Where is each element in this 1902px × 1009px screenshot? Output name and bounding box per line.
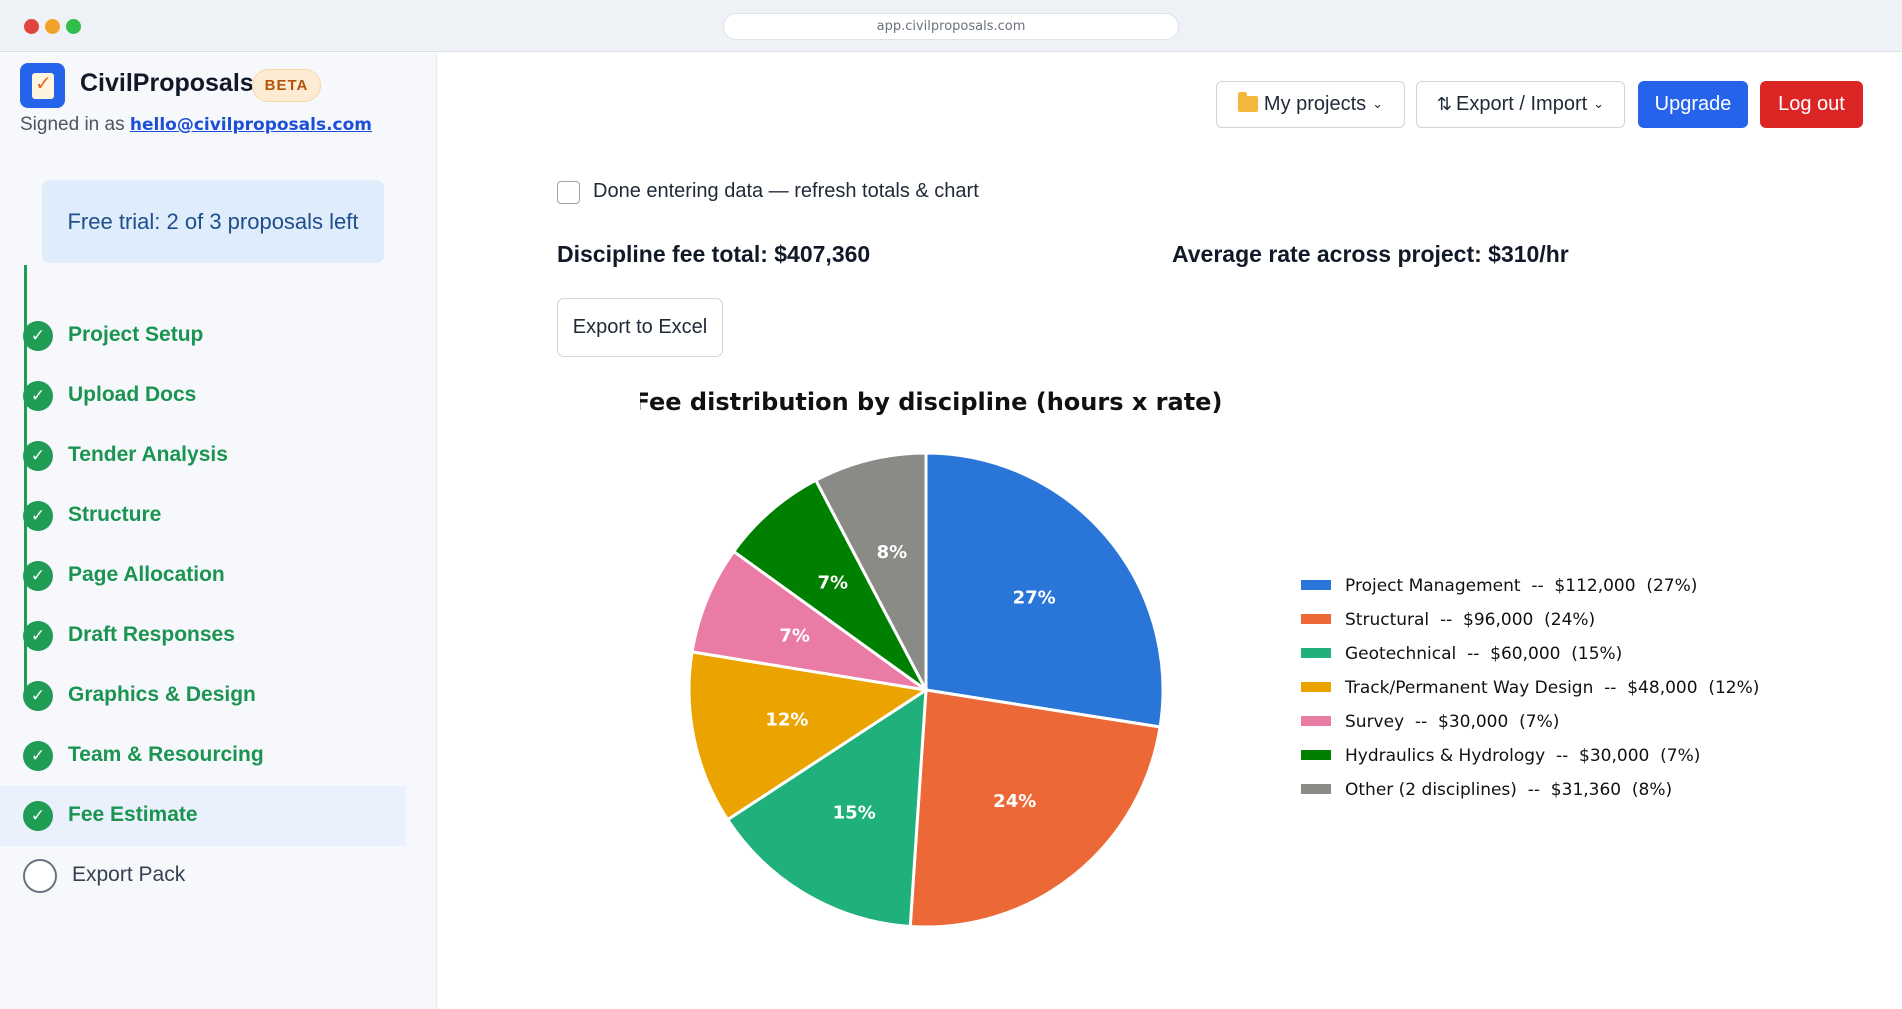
legend-entry: Survey -- $30,000 (7%) bbox=[1345, 712, 1559, 732]
sidebar: ✓ CivilProposals BETA Signed in as hello… bbox=[0, 53, 437, 1009]
account-email-link[interactable]: hello@civilproposals.com bbox=[129, 115, 373, 135]
legend-swatch bbox=[1301, 716, 1331, 726]
sidebar-step-upload-docs[interactable]: ✓ Upload Docs bbox=[0, 366, 406, 426]
close-window-button[interactable] bbox=[24, 19, 39, 34]
check-icon: ✓ bbox=[23, 381, 53, 411]
check-icon: ✓ bbox=[23, 681, 53, 711]
address-bar[interactable]: app.civilproposals.com bbox=[723, 13, 1179, 40]
discipline-fee-total: Discipline fee total: $407,360 bbox=[557, 241, 871, 267]
legend-swatch bbox=[1301, 614, 1331, 624]
my-projects-button[interactable]: My projects ⌄ bbox=[1216, 81, 1405, 128]
legend-entry: Hydraulics & Hydrology -- $30,000 (7%) bbox=[1345, 746, 1700, 766]
sidebar-step-label: Team & Resourcing bbox=[68, 743, 264, 766]
pie-slice bbox=[725, 687, 928, 929]
legend-entry: Project Management -- $112,000 (27%) bbox=[1345, 576, 1697, 596]
legend-swatch bbox=[1301, 648, 1331, 658]
sidebar-step-label: Export Pack bbox=[72, 863, 186, 886]
logout-button[interactable]: Log out bbox=[1760, 81, 1863, 128]
pie-slice bbox=[687, 650, 931, 822]
check-icon: ✓ bbox=[23, 801, 53, 831]
sidebar-step-page-allocation[interactable]: ✓ Page Allocation bbox=[0, 546, 406, 606]
signed-in-text: Signed in as hello@civilproposals.com bbox=[20, 114, 372, 136]
signed-in-prefix: Signed in as bbox=[20, 114, 125, 135]
slice-percent-label: 7% bbox=[817, 573, 848, 594]
progress-line bbox=[24, 265, 27, 695]
export-import-button[interactable]: ⇅ Export / Import ⌄ bbox=[1416, 81, 1625, 128]
pie-slice bbox=[731, 478, 928, 692]
check-icon: ✓ bbox=[23, 501, 53, 531]
export-to-excel-button[interactable]: Export to Excel bbox=[557, 298, 723, 357]
sidebar-step-label: Project Setup bbox=[68, 323, 204, 346]
chevron-down-icon: ⌄ bbox=[1593, 97, 1605, 112]
sidebar-step-draft-responses[interactable]: ✓ Draft Responses bbox=[0, 606, 406, 666]
legend-entry: Track/Permanent Way Design -- $48,000 (1… bbox=[1344, 678, 1759, 698]
slice-percent-label: 7% bbox=[779, 626, 810, 647]
pie-slice bbox=[924, 451, 1165, 729]
fee-distribution-pie-chart: Fee distribution by discipline (hours x … bbox=[640, 388, 1759, 929]
done-entering-checkbox[interactable] bbox=[557, 181, 580, 204]
sidebar-step-label: Draft Responses bbox=[68, 623, 235, 646]
pie-slice bbox=[908, 688, 1162, 929]
average-rate: Average rate across project: $310/hr bbox=[1172, 241, 1569, 267]
sidebar-step-project-setup[interactable]: ✓ Project Setup bbox=[0, 306, 406, 366]
maximize-window-button[interactable] bbox=[66, 19, 81, 34]
app-logo-icon: ✓ bbox=[20, 63, 65, 108]
legend-swatch bbox=[1301, 784, 1331, 794]
check-icon: ✓ bbox=[23, 741, 53, 771]
sidebar-step-label: Fee Estimate bbox=[68, 803, 198, 826]
legend-swatch bbox=[1301, 750, 1331, 760]
sidebar-step-graphics-design[interactable]: ✓ Graphics & Design bbox=[0, 666, 406, 726]
check-icon: ✓ bbox=[23, 441, 53, 471]
minimize-window-button[interactable] bbox=[45, 19, 60, 34]
my-projects-label: My projects bbox=[1263, 93, 1367, 115]
done-entering-label: Done entering data — refresh totals & ch… bbox=[593, 180, 979, 202]
check-icon: ✓ bbox=[23, 561, 53, 591]
slice-percent-label: 12% bbox=[765, 709, 808, 730]
upgrade-button[interactable]: Upgrade bbox=[1638, 81, 1748, 128]
sidebar-step-label: Upload Docs bbox=[68, 383, 197, 406]
chart-title: Fee distribution by discipline (hours x … bbox=[640, 388, 1222, 416]
sidebar-step-structure[interactable]: ✓ Structure bbox=[0, 486, 406, 546]
legend-swatch bbox=[1301, 682, 1331, 692]
slice-percent-label: 27% bbox=[1013, 588, 1056, 609]
sidebar-step-label: Graphics & Design bbox=[68, 683, 256, 706]
chevron-down-icon: ⌄ bbox=[1372, 97, 1384, 112]
trial-banner: Free trial: 2 of 3 proposals left bbox=[42, 180, 384, 263]
check-icon: ✓ bbox=[23, 621, 53, 651]
sidebar-step-label: Tender Analysis bbox=[68, 443, 228, 466]
legend-entry: Other (2 disciplines) -- $31,360 (8%) bbox=[1345, 780, 1672, 800]
pie-slice bbox=[813, 451, 928, 691]
legend-swatch bbox=[1301, 580, 1331, 590]
browser-toolbar: app.civilproposals.com bbox=[0, 0, 1902, 52]
slice-percent-label: 24% bbox=[993, 791, 1036, 812]
empty-circle-icon bbox=[23, 859, 57, 893]
beta-badge: BETA bbox=[252, 69, 321, 102]
sidebar-step-export-pack[interactable]: Export Pack bbox=[0, 846, 406, 906]
legend-entry: Structural -- $96,000 (24%) bbox=[1345, 610, 1595, 630]
check-icon: ✓ bbox=[23, 321, 53, 351]
sidebar-step-team-resourcing[interactable]: ✓ Team & Resourcing bbox=[0, 726, 406, 786]
sidebar-step-fee-estimate[interactable]: ✓ Fee Estimate bbox=[0, 786, 406, 846]
slice-percent-label: 8% bbox=[877, 542, 908, 563]
sidebar-step-label: Page Allocation bbox=[68, 563, 225, 586]
sidebar-step-tender-analysis[interactable]: ✓ Tender Analysis bbox=[0, 426, 406, 486]
legend-entry: Geotechnical -- $60,000 (15%) bbox=[1345, 644, 1622, 664]
slice-percent-label: 15% bbox=[833, 803, 876, 824]
export-import-label: Export / Import bbox=[1456, 93, 1588, 115]
folder-icon bbox=[1237, 92, 1258, 112]
sidebar-step-label: Structure bbox=[68, 503, 162, 526]
app-name: CivilProposals bbox=[80, 69, 254, 97]
pie-slice bbox=[690, 549, 927, 692]
sort-arrows-icon: ⇅ bbox=[1436, 94, 1453, 115]
